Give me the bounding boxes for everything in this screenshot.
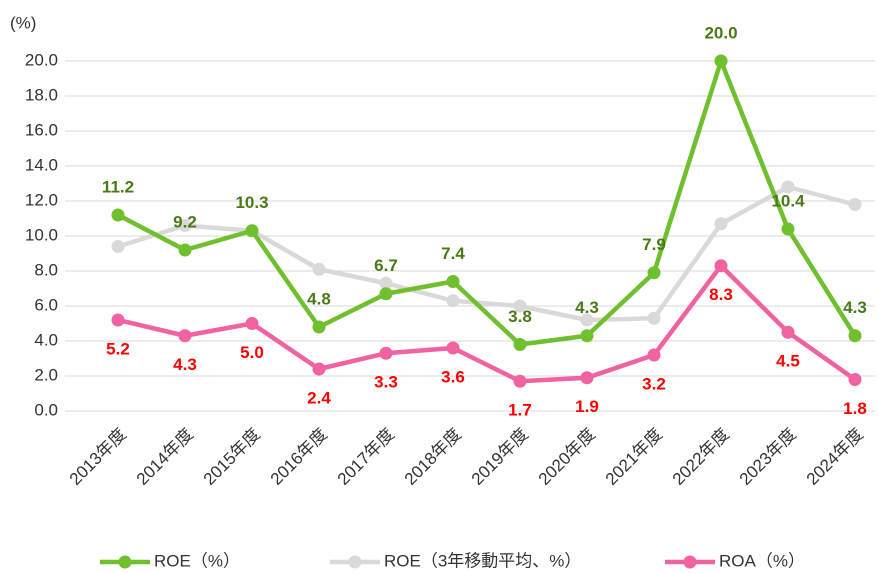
data-point xyxy=(513,374,527,388)
series-line xyxy=(117,184,856,323)
data-point xyxy=(647,311,661,325)
data-label: 4.3 xyxy=(843,298,867,317)
data-point xyxy=(714,217,728,231)
data-point xyxy=(178,219,192,232)
y-tick-label: 0.0 xyxy=(34,400,58,419)
series-line xyxy=(116,58,857,347)
data-label: 4.8 xyxy=(307,289,331,308)
data-point xyxy=(647,348,661,362)
y-tick-label: 6.0 xyxy=(34,295,58,314)
data-point xyxy=(312,320,326,334)
y-tick-label: 4.0 xyxy=(34,330,58,349)
data-label: 11.2 xyxy=(102,177,134,196)
data-point xyxy=(446,275,460,288)
y-tick-label: 20.0 xyxy=(25,50,58,69)
data-point xyxy=(781,222,795,236)
legend-marker xyxy=(118,555,132,569)
data-point xyxy=(647,266,661,280)
data-point xyxy=(781,180,795,194)
legend-label: ROE（%） xyxy=(154,551,240,570)
y-tick-label: 8.0 xyxy=(34,260,58,279)
x-tick-label: 2016年度 xyxy=(267,425,331,489)
y-tick-label: 16.0 xyxy=(25,120,58,139)
y-tick-label: 14.0 xyxy=(25,155,58,174)
x-tick-label: 2023年度 xyxy=(736,425,800,489)
data-label: 4.5 xyxy=(776,352,800,371)
y-tick-label: 10.0 xyxy=(25,225,58,244)
data-label: 6.7 xyxy=(374,256,398,275)
y-tick-label: 18.0 xyxy=(25,85,58,104)
series-line xyxy=(117,263,857,384)
data-point xyxy=(111,240,125,253)
data-label: 20.0 xyxy=(704,23,737,42)
data-label: 5.2 xyxy=(106,339,130,358)
data-label: 1.9 xyxy=(575,397,599,416)
legend-marker xyxy=(348,555,362,569)
x-tick-label: 2017年度 xyxy=(334,425,398,489)
data-label: 1.7 xyxy=(508,401,532,420)
data-point xyxy=(111,208,125,222)
y-tick-label: 2.0 xyxy=(34,365,58,384)
y-axis-label: (%) xyxy=(10,13,36,32)
data-label: 7.9 xyxy=(642,235,666,254)
data-point xyxy=(245,317,259,330)
data-point xyxy=(848,329,862,343)
data-point xyxy=(178,243,192,257)
x-tick-label: 2014年度 xyxy=(133,425,197,489)
data-point xyxy=(312,362,326,376)
x-tick-label: 2024年度 xyxy=(803,425,867,489)
data-label: 3.8 xyxy=(508,307,532,326)
data-point xyxy=(446,294,460,308)
data-point xyxy=(178,329,192,343)
data-point xyxy=(312,262,326,276)
x-tick-label: 2015年度 xyxy=(200,425,264,489)
data-point xyxy=(580,313,594,327)
data-label: 10.3 xyxy=(235,193,268,212)
data-label: 9.2 xyxy=(173,212,197,231)
data-label: 4.3 xyxy=(575,298,599,317)
data-point xyxy=(379,287,393,301)
data-label: 2.4 xyxy=(307,388,331,407)
data-label: 8.3 xyxy=(709,285,733,304)
data-point xyxy=(446,341,460,355)
y-tick-label: 12.0 xyxy=(25,190,58,209)
data-point xyxy=(781,325,795,339)
data-point xyxy=(111,313,125,327)
data-label: 10.4 xyxy=(771,191,805,210)
x-tick-label: 2022年度 xyxy=(669,425,733,489)
x-tick-label: 2018年度 xyxy=(401,425,465,489)
legend-label: ROE（3年移動平均、%） xyxy=(384,551,581,570)
data-label: 5.0 xyxy=(240,343,264,362)
data-label: 1.8 xyxy=(843,399,867,418)
x-tick-label: 2019年度 xyxy=(468,425,532,489)
data-label: 3.3 xyxy=(374,373,398,392)
data-point xyxy=(580,329,594,343)
data-point xyxy=(379,346,393,360)
data-point xyxy=(379,276,393,290)
data-point xyxy=(513,338,527,351)
x-tick-label: 2021年度 xyxy=(602,425,666,489)
data-point xyxy=(714,259,728,273)
x-tick-label: 2020年度 xyxy=(535,425,599,489)
data-point xyxy=(513,299,527,313)
data-point xyxy=(848,198,862,211)
data-point xyxy=(580,371,594,385)
data-label: 3.2 xyxy=(642,374,666,393)
data-label: 7.4 xyxy=(441,244,465,263)
data-point xyxy=(848,373,862,386)
legend-marker xyxy=(683,555,697,569)
data-label: 4.3 xyxy=(173,355,197,374)
data-point xyxy=(714,54,728,68)
legend-label: ROA（%） xyxy=(719,551,805,570)
data-label: 3.6 xyxy=(441,367,465,386)
data-point xyxy=(245,224,259,238)
x-tick-label: 2013年度 xyxy=(66,425,130,489)
